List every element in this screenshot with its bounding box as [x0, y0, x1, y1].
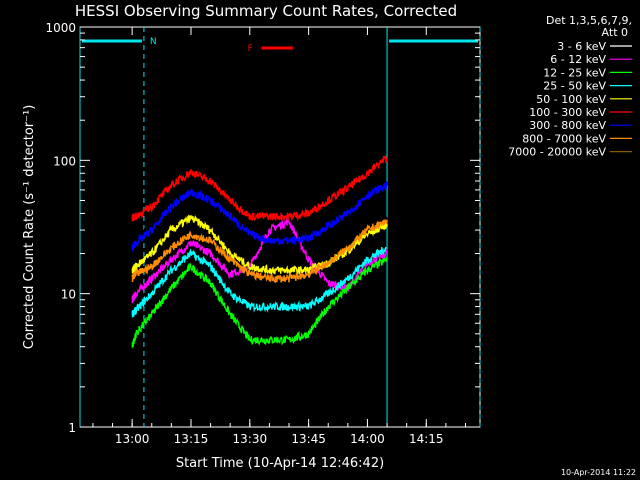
- legend-label-3: 25 - 50 keV: [543, 80, 606, 93]
- legend-header-1: Det 1,3,5,6,7,9,: [546, 14, 632, 27]
- x-tick-label-3: 13:45: [291, 432, 326, 446]
- x-tick-label-2: 13:30: [233, 432, 268, 446]
- y-tick-label-2: 100: [53, 154, 76, 168]
- legend-label-1: 6 - 12 keV: [550, 53, 606, 66]
- x-tick-label-0: 13:00: [115, 432, 150, 446]
- series-line-1: [131, 217, 388, 304]
- series-line-3: [131, 246, 388, 318]
- legend-label-6: 300 - 800 keV: [529, 119, 606, 132]
- series-layer: [131, 155, 388, 348]
- series-line-0: [131, 166, 388, 258]
- legend-label-8: 7000 - 20000 keV: [508, 146, 606, 159]
- legend-label-0: 3 - 6 keV: [557, 40, 606, 53]
- series-line-6: [131, 181, 388, 252]
- x-tick-label-4: 14:00: [350, 432, 385, 446]
- y-axis-label: Corrected Count Rate (s⁻¹ detector⁻¹): [22, 105, 37, 350]
- x-axis-label: Start Time (10-Apr-14 12:46:42): [176, 456, 384, 471]
- legend-header-2: Att 0: [602, 26, 628, 39]
- flare-flag-label: F: [248, 44, 253, 54]
- tick-layer: 13:00 13:15 13:30 13:45 14:00 14:15 1 10 100 1000: [45, 21, 480, 446]
- x-tick-label-5: 14:15: [409, 432, 444, 446]
- legend-label-2: 12 - 25 keV: [543, 66, 606, 79]
- series-line-2: [131, 256, 388, 348]
- series-line-7: [131, 219, 388, 284]
- series-line-5: [131, 155, 388, 222]
- y-tick-label-3: 1000: [45, 21, 76, 35]
- legend-label-5: 100 - 300 keV: [529, 106, 606, 119]
- y-tick-label-1: 10: [61, 288, 76, 302]
- y-tick-label-0: 1: [68, 421, 76, 435]
- footer-timestamp: 10-Apr-2014 11:22: [561, 468, 636, 477]
- legend-label-7: 800 - 7000 keV: [522, 132, 606, 145]
- legend-label-4: 50 - 100 keV: [536, 93, 606, 106]
- night-flag-label: N: [150, 37, 157, 47]
- x-tick-label-1: 13:15: [174, 432, 209, 446]
- chart-title: HESSI Observing Summary Count Rates, Cor…: [75, 2, 457, 20]
